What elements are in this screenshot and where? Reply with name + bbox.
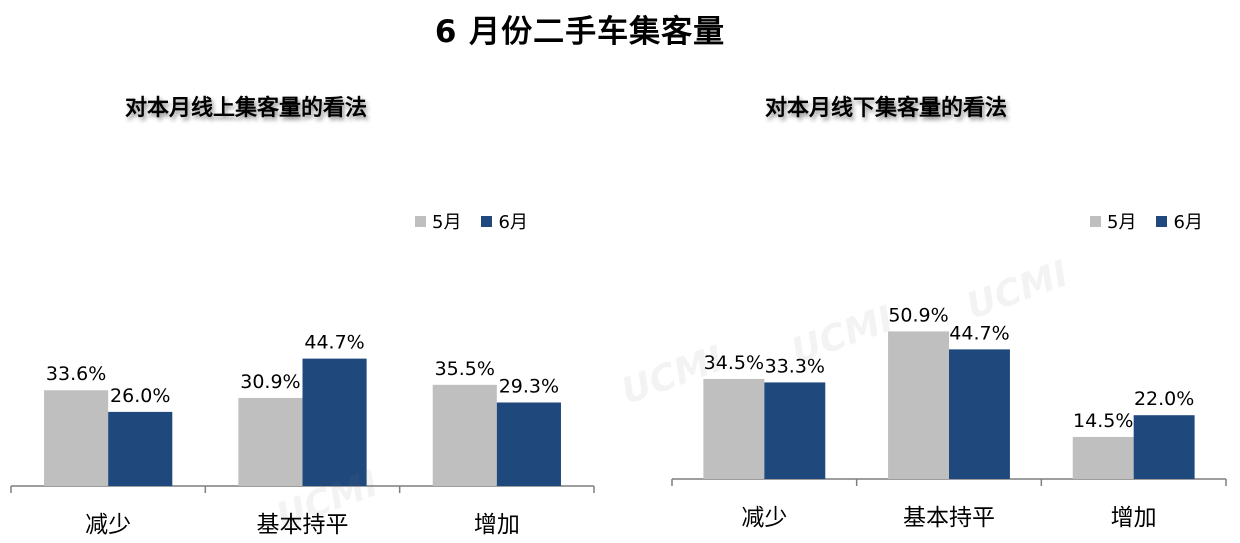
bar-may <box>432 384 497 486</box>
data-label-june: 22.0% <box>1134 388 1194 410</box>
data-label-may: 35.5% <box>435 358 495 380</box>
legend-swatch-june <box>481 215 493 227</box>
legend-item-june: 6月 <box>1156 208 1203 234</box>
data-label-june: 44.7% <box>304 332 364 354</box>
data-label-may: 14.5% <box>1073 410 1133 432</box>
category-label: 减少 <box>741 505 787 531</box>
bar-may <box>44 390 109 486</box>
data-label-june: 44.7% <box>949 322 1009 344</box>
data-label-may: 33.6% <box>46 363 106 385</box>
chart-title-online: 对本月线上集客量的看法 <box>125 96 368 121</box>
category-label: 增加 <box>474 512 520 538</box>
chart-title-offline: 对本月线下集客量的看法 <box>765 96 1008 121</box>
legend-label-june: 6月 <box>498 212 528 233</box>
chart-offline: 对本月线下集客量的看法 5月 6月 34.5% 33.3% 减少 50.9% 44.7%… <box>616 0 1240 543</box>
bar-may <box>888 331 949 479</box>
category-label: 基本持平 <box>257 512 349 538</box>
legend-label-june: 6月 <box>1173 212 1203 233</box>
bar-june <box>764 382 826 479</box>
category-label: 基本持平 <box>903 505 995 531</box>
chart-plot-offline: 34.5% 33.3% 减少 50.9%44.7% 基本持平 14.5%22.0% 增加 <box>671 304 1227 531</box>
legend-item-may: 5月 <box>1090 208 1136 234</box>
legend-online: 5月 6月 <box>415 208 528 234</box>
data-label-june: 33.3% <box>765 355 825 377</box>
legend-swatch-june <box>1156 215 1168 227</box>
data-label-june: 29.3% <box>499 375 559 397</box>
bar-may <box>703 378 765 479</box>
data-label-june: 26.0% <box>110 385 170 407</box>
bar-june <box>1133 415 1195 479</box>
bar-june <box>496 402 561 486</box>
bar-may <box>1072 436 1134 479</box>
legend-label-may: 5月 <box>1107 212 1137 233</box>
data-label-may: 30.9% <box>240 371 300 393</box>
category-label: 增加 <box>1111 505 1157 531</box>
chart-plot-online: 33.6%26.0% 减少 30.9%44.7% 基本持平 35.5%29.3% 增加 <box>10 332 595 538</box>
bar-may <box>238 397 303 486</box>
legend-label-may: 5月 <box>432 212 462 233</box>
bar-june <box>108 411 173 486</box>
data-label-may: 34.5% <box>704 352 764 374</box>
legend-swatch-may <box>415 215 426 227</box>
page-title: 6 月份二手车集客量 <box>434 14 726 50</box>
bar-june <box>302 358 367 486</box>
chart-online: 对本月线上集客量的看法 5月 6月 33.6% 26.0% 减少 30.9% 44.7%… <box>10 96 595 538</box>
category-label: 减少 <box>85 512 131 538</box>
legend-swatch-may <box>1090 215 1101 227</box>
legend-offline: 5月 6月 <box>1090 208 1203 234</box>
data-label-may: 50.9% <box>888 304 948 326</box>
bar-june <box>949 349 1010 479</box>
legend-item-may: 5月 <box>415 208 461 234</box>
legend-item-june: 6月 <box>481 208 528 234</box>
